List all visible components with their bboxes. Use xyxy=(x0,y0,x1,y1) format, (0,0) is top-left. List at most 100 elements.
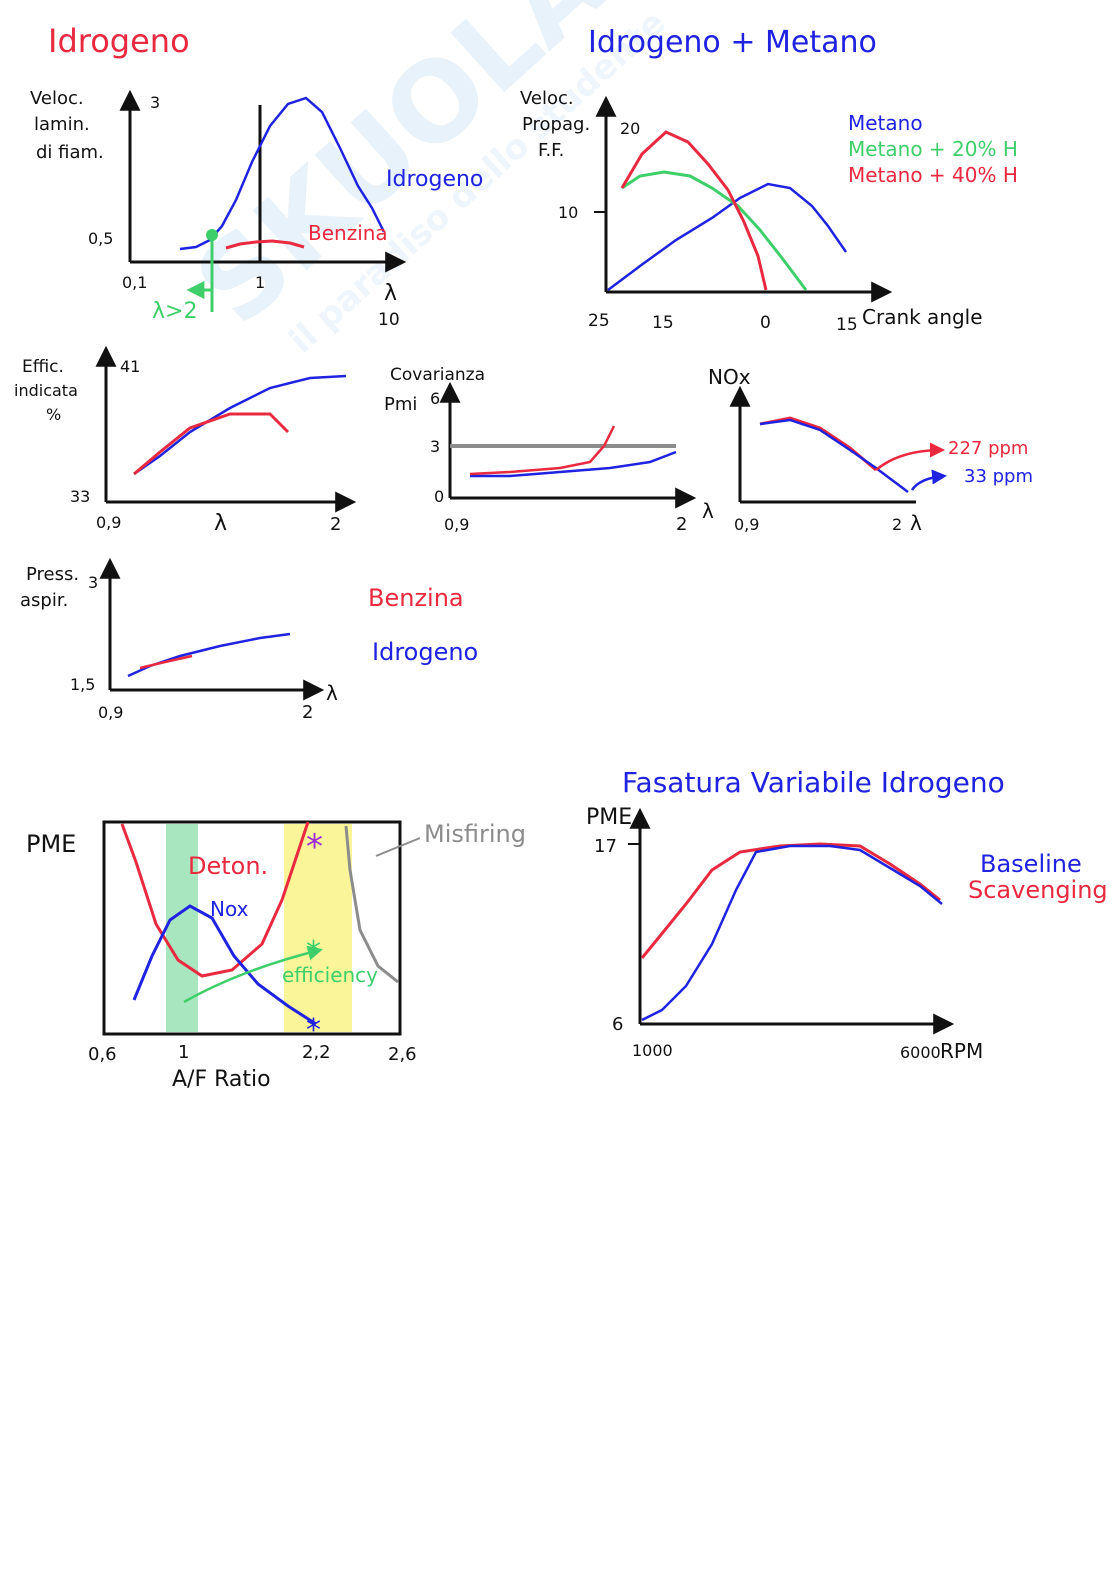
ylabel-line-3: di fiam. xyxy=(36,142,104,163)
label-idrogeno: Idrogeno xyxy=(386,167,483,192)
ylabel-nox: NOx xyxy=(708,365,751,389)
y-tick-6: 6 xyxy=(430,389,440,408)
ylabel-line-3: F.F. xyxy=(538,140,564,161)
series-idrogeno xyxy=(127,632,291,678)
chart-propagation-speed: Veloc. Propag. F.F. 20 10 25 15 0 15 Cra… xyxy=(520,88,1018,335)
series-baseline xyxy=(641,844,943,1022)
title-idrogeno: Idrogeno xyxy=(48,22,190,60)
ylabel-line-2: Propag. xyxy=(522,114,590,135)
x-tick-3: 2,6 xyxy=(388,1044,417,1065)
series-nox xyxy=(132,904,317,1026)
y-tick-41: 41 xyxy=(120,357,140,376)
title-idrogeno-metano: Idrogeno + Metano xyxy=(588,25,877,60)
chart-efficiency: Effic. indicata % 41 33 0,9 2 λ xyxy=(14,345,357,536)
x-label: λ xyxy=(326,681,338,705)
x-tick-1: 1 xyxy=(255,273,265,292)
x-tick-3: 15 xyxy=(836,315,858,335)
legend-benzina: Benzina xyxy=(368,584,464,612)
label-misfiring: Misfiring xyxy=(424,820,526,848)
x-tick-1: 2 xyxy=(302,702,313,723)
ylabel-line-2: Pmi xyxy=(384,394,417,415)
label-227ppm: 227 ppm xyxy=(948,438,1028,459)
ylabel-pme: PME xyxy=(586,805,632,830)
misfiring-pointer xyxy=(375,837,421,857)
x-tick-1: 2 xyxy=(330,514,341,535)
ylabel-line-1: Veloc. xyxy=(30,88,84,109)
series-metano-40h xyxy=(620,130,768,291)
efficiency-arrow xyxy=(183,945,323,1004)
y-tick-0: 0 xyxy=(434,487,444,506)
lambda-marker-point xyxy=(206,229,218,241)
y-tick-bottom: 0,5 xyxy=(88,229,113,248)
chart-pme-af-ratio: PME Deton. Nox efficiency Misfiring * * … xyxy=(26,820,526,1092)
x-tick-0: 1000 xyxy=(632,1041,673,1060)
ylabel-line-1: Veloc. xyxy=(520,88,574,109)
x-tick-1: 1 xyxy=(178,1042,189,1063)
legend-metano-40h: Metano + 40% H xyxy=(848,163,1018,187)
ylabel-line-3: % xyxy=(46,405,61,424)
x-tick-0: 0,9 xyxy=(98,703,123,722)
series-metano xyxy=(607,182,848,291)
chart-laminar-speed: Veloc. lamin. di fiam. 3 0,5 0,1 1 10 λ … xyxy=(30,88,483,330)
series-deton xyxy=(120,821,310,978)
series-red xyxy=(759,416,877,472)
star-mid: * xyxy=(306,935,321,970)
x-tick-2: 0 xyxy=(760,313,771,333)
legend-scavenging: Scavenging xyxy=(968,876,1108,904)
x-tick-0: 0,6 xyxy=(88,1044,117,1065)
ylabel-line-1: Press. xyxy=(26,564,79,585)
x-label: Crank angle xyxy=(862,305,983,329)
x-label: A/F Ratio xyxy=(172,1067,271,1092)
y-tick-3: 3 xyxy=(430,437,440,456)
x-tick-1: 2 xyxy=(676,514,687,535)
x-tick-0: 0,1 xyxy=(122,273,147,292)
x-label: λ xyxy=(910,511,922,535)
x-label: λ xyxy=(702,499,714,523)
ylabel-line-1: Effic. xyxy=(22,357,64,377)
chart-nox: NOx 0,9 2 λ 227 ppm 33 ppm xyxy=(708,365,1033,535)
series-metano-20h xyxy=(621,170,808,291)
ylabel-line-2: aspir. xyxy=(20,590,68,611)
x-tick-0: 0,9 xyxy=(734,515,759,534)
y-tick-17: 17 xyxy=(594,836,617,857)
star-top: * xyxy=(306,827,323,867)
y-tick-10: 10 xyxy=(558,203,578,222)
x-tick-2: 2,2 xyxy=(302,1042,331,1063)
star-bottom: * xyxy=(306,1013,321,1048)
chart-covariance: Covarianza Pmi 6 3 0 0,9 2 λ xyxy=(384,365,714,535)
annotation-lambda: λ>2 xyxy=(152,299,197,324)
y-tick-6: 6 xyxy=(612,1014,623,1035)
x-label: λ xyxy=(214,511,227,536)
series-blue xyxy=(133,374,347,476)
x-tick-1: 15 xyxy=(652,313,674,333)
x-tick-1: 2 xyxy=(892,515,902,534)
x-tick-1: 6000 xyxy=(900,1043,941,1062)
label-nox: Nox xyxy=(210,897,249,921)
ylabel-line-2: indicata xyxy=(14,381,78,400)
chart-exhaust-pressure: Press. aspir. 3 1,5 0,9 2 λ Benzina Idro… xyxy=(20,557,478,723)
legend-metano-20h: Metano + 20% H xyxy=(848,137,1018,161)
ylabel-pme: PME xyxy=(26,830,76,858)
chart-frame xyxy=(102,820,402,1036)
arrow-33 xyxy=(910,469,947,491)
arrow-227 xyxy=(875,442,945,471)
series-blue xyxy=(759,418,909,493)
series-benzina xyxy=(225,239,305,250)
x-label: RPM xyxy=(940,1039,983,1063)
x-tick-0: 25 xyxy=(588,311,610,331)
series-scavenging xyxy=(640,842,941,959)
x-label: λ xyxy=(384,281,397,306)
label-benzina: Benzina xyxy=(308,221,388,245)
label-deton: Deton. xyxy=(188,852,268,880)
series-red xyxy=(133,412,290,476)
x-tick-0: 0,9 xyxy=(96,513,121,532)
series-blue xyxy=(470,450,677,478)
chart-pme-rpm: PME 17 6 1000 6000 RPM Baseline Scavengi… xyxy=(586,805,1108,1063)
x-tick-2: 10 xyxy=(378,310,400,330)
legend-idrogeno: Idrogeno xyxy=(372,638,478,666)
ylabel-line-1: Covarianza xyxy=(390,365,485,385)
y-tick-15: 1,5 xyxy=(70,675,95,694)
series-red xyxy=(469,425,616,476)
legend-metano: Metano xyxy=(848,111,923,135)
